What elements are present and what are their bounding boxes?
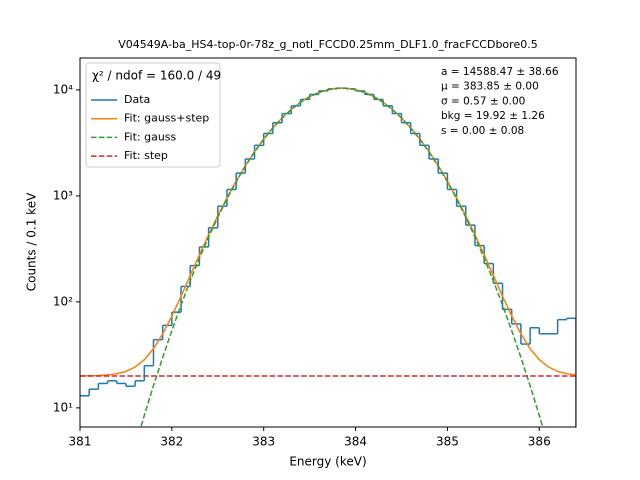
- x-tick-label: 385: [436, 435, 459, 449]
- legend-label: Fit: step: [124, 149, 168, 162]
- fit-line: [140, 87, 544, 427]
- x-tick-label: 383: [252, 435, 275, 449]
- axes-frame: [79, 57, 577, 428]
- legend-label: Fit: gauss: [124, 130, 177, 143]
- y-axis-label: Counts / 0.1 keV: [25, 192, 39, 291]
- fit-parameter: μ = 383.85 ± 0.00: [441, 81, 539, 93]
- x-tick-label: 384: [344, 435, 367, 449]
- y-tick-label: 10⁴: [53, 82, 73, 96]
- fit-parameter: s = 0.00 ± 0.08: [441, 125, 524, 137]
- fit-parameter: σ = 0.57 ± 0.00: [441, 95, 525, 107]
- legend-title: χ² / ndof = 160.0 / 49: [92, 69, 221, 83]
- plot-area: [80, 87, 576, 427]
- legend-box: [85, 62, 221, 168]
- x-tick-label: 381: [69, 435, 92, 449]
- y-tick-label: 10²: [53, 294, 73, 308]
- y-tick-label: 10¹: [53, 400, 73, 414]
- x-tick-label: 386: [528, 435, 551, 449]
- fit-parameter: a = 14588.47 ± 38.66: [441, 66, 559, 78]
- y-tick-label: 10³: [53, 188, 73, 202]
- x-axis-label: Energy (keV): [289, 455, 366, 469]
- legend-label: Fit: gauss+step: [124, 112, 209, 125]
- fit-parameter: bkg = 19.92 ± 1.26: [441, 110, 545, 122]
- x-tick-label: 382: [160, 435, 183, 449]
- legend-label: Data: [124, 93, 150, 106]
- chart-title: V04549A-ba_HS4-top-0r-78z_g_notl_FCCD0.2…: [118, 38, 537, 51]
